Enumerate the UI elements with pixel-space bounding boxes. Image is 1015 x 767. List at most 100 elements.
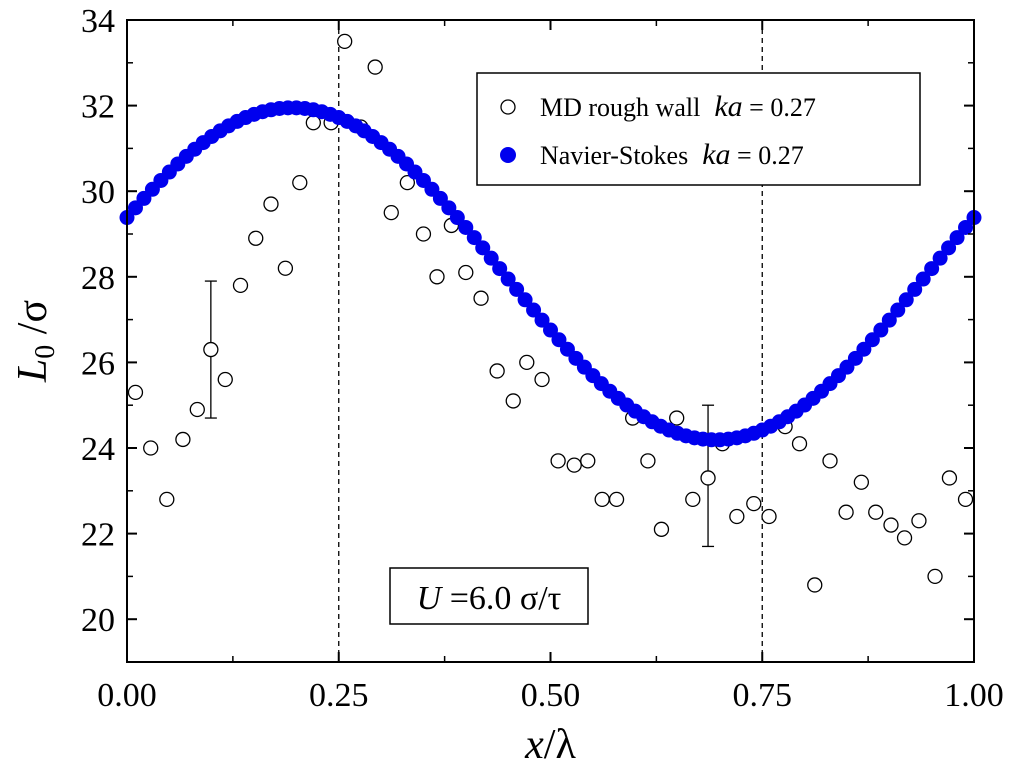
md-point [761, 508, 777, 525]
x-tick-label: 0.75 [733, 677, 793, 714]
md-point [263, 196, 279, 212]
md-point [399, 174, 416, 191]
md-point [580, 453, 596, 469]
ns-point [483, 250, 499, 266]
md-point [608, 491, 625, 508]
x-axis-title: x/λ [524, 722, 576, 767]
ticks: 0.00 0.25 0.50 0.75 1.00 20 22 24 26 28 30 32 34 [81, 3, 1004, 714]
ns-point [941, 240, 957, 256]
ns-point [466, 230, 482, 246]
y-axis-title: L0 /σ [10, 300, 61, 383]
md-point [685, 491, 701, 508]
md-point [383, 204, 399, 221]
legend-marker-md [500, 99, 516, 115]
y-axis-title-var: L [10, 359, 56, 383]
md-point [292, 174, 308, 191]
ns-point [492, 261, 508, 277]
x-tick-label: 1.00 [944, 677, 1004, 714]
md-point [232, 277, 249, 294]
md-point [640, 453, 656, 469]
x-axis-title-var: x [524, 722, 544, 767]
y-tick-label: 28 [81, 260, 115, 297]
y-tick-label: 20 [81, 602, 115, 639]
ns-point [509, 281, 525, 297]
ns-point [924, 261, 940, 277]
md-point [883, 517, 899, 533]
annotation-var: U [417, 580, 444, 617]
y-tick-label: 30 [81, 174, 115, 211]
series-navier-stokes [119, 100, 982, 448]
y-tick-label: 26 [81, 345, 115, 382]
md-point [594, 491, 610, 508]
md-point [700, 470, 716, 486]
md-point [367, 59, 383, 75]
md-point [429, 269, 445, 285]
ns-point [949, 230, 965, 246]
md-point [941, 470, 958, 486]
md-point [415, 226, 432, 242]
ns-point [873, 322, 889, 338]
md-point [957, 491, 974, 508]
legend-label-md-param-var: ka [714, 90, 742, 123]
ns-point [543, 322, 558, 338]
md-point [791, 436, 808, 452]
md-point [729, 508, 745, 525]
x-tick-label: 0.00 [97, 677, 157, 714]
ns-point [881, 312, 897, 328]
ns-point [475, 240, 491, 256]
md-point [489, 363, 505, 379]
md-point [473, 290, 489, 306]
md-point [458, 264, 474, 281]
md-point [519, 354, 535, 371]
legend-box [476, 72, 921, 186]
x-tick-label: 0.25 [309, 677, 369, 714]
md-point [868, 504, 884, 520]
x-axis-title-rest: /λ [544, 722, 577, 767]
md-point [853, 474, 869, 490]
y-tick-label: 24 [81, 431, 115, 468]
md-point [807, 577, 823, 593]
series-md-rough-wall [127, 33, 974, 593]
y-axis-title-rest: /σ [10, 300, 56, 345]
md-point [127, 384, 144, 401]
md-point [653, 521, 670, 537]
ns-point [898, 292, 914, 308]
md-point [746, 495, 762, 512]
md-point [248, 230, 264, 246]
annotation-box [389, 567, 589, 625]
legend-label-md-name: MD rough wall [540, 93, 700, 122]
md-point [927, 568, 943, 585]
md-point [822, 453, 838, 469]
md-point [175, 431, 191, 448]
md-point [189, 401, 205, 418]
annotation-text: U =6.0 σ/τ [417, 580, 562, 617]
x-tick-label: 0.50 [521, 677, 581, 714]
md-point [505, 393, 521, 409]
ns-point [458, 219, 474, 235]
md-point [566, 457, 582, 473]
md-point [838, 504, 854, 520]
ns-point [534, 312, 550, 328]
y-tick-label: 34 [81, 3, 115, 40]
legend: MD rough wall ka = 0.27 Navier-Stokes ka =… [476, 72, 921, 186]
ns-point [890, 302, 906, 318]
ns-point [449, 210, 465, 226]
md-point [550, 453, 566, 469]
ns-point [915, 271, 931, 287]
legend-marker-ns [500, 147, 516, 163]
md-point [337, 33, 353, 50]
y-tick-label: 22 [81, 517, 115, 554]
legend-label-ns-name: Navier-Stokes [540, 141, 688, 170]
ns-point [864, 332, 880, 348]
md-point [669, 410, 685, 426]
md-point [217, 371, 233, 388]
md-point [277, 260, 294, 276]
ns-point [526, 302, 542, 318]
ns-point [907, 281, 923, 297]
velocity-annotation: U =6.0 σ/τ [389, 567, 589, 625]
legend-label-md-param-rest: = 0.27 [743, 93, 816, 122]
ns-point [932, 250, 948, 266]
y-axis-title-sub: 0 [30, 345, 61, 359]
ns-point [958, 219, 974, 235]
